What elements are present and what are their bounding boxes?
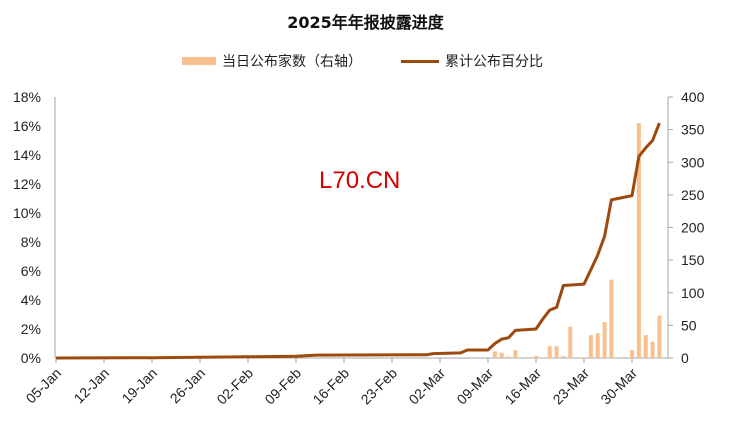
y-left-tick-label: 0% xyxy=(21,350,41,366)
y-right-tick-label: 150 xyxy=(681,252,705,268)
y-left-tick-label: 12% xyxy=(13,176,41,192)
x-tick-label: 26-Jan xyxy=(167,365,209,407)
bar xyxy=(636,123,641,358)
x-tick-label: 16-Mar xyxy=(501,365,544,408)
bar xyxy=(643,335,648,358)
y-left-tick-label: 16% xyxy=(13,118,41,134)
y-right-tick-label: 300 xyxy=(681,154,705,170)
cumulative-line xyxy=(55,122,661,360)
y-right-tick-label: 250 xyxy=(681,187,705,203)
axes xyxy=(54,96,673,363)
bar xyxy=(492,351,497,358)
x-tick-label: 16-Feb xyxy=(309,365,352,408)
bar xyxy=(650,341,655,358)
legend-label-bar: 当日公布家数（右轴） xyxy=(222,54,362,70)
bar xyxy=(554,346,559,358)
bar xyxy=(588,335,593,358)
y-right-tick-label: 350 xyxy=(681,122,705,138)
y-right-tick-label: 400 xyxy=(681,89,705,105)
x-tick-label: 23-Mar xyxy=(549,365,592,408)
x-tick-label: 09-Mar xyxy=(453,365,496,408)
x-tick-label: 09-Feb xyxy=(261,365,304,408)
y-right-tick-label: 0 xyxy=(681,350,689,366)
bar-swatch-icon xyxy=(182,57,216,65)
chart-title: 2025年年报披露进度 xyxy=(287,13,444,32)
bar xyxy=(609,279,614,358)
y-left-tick-label: 10% xyxy=(13,205,41,221)
x-tick-label: 30-Mar xyxy=(597,365,640,408)
bar xyxy=(499,352,504,358)
y-right-tick-label: 200 xyxy=(681,220,705,236)
line-series xyxy=(55,122,661,360)
x-tick-label: 23-Feb xyxy=(357,365,400,408)
y-left-tick-label: 18% xyxy=(13,89,41,105)
y-left-tick-label: 4% xyxy=(21,292,41,308)
y-right-tick-label: 100 xyxy=(681,285,705,301)
x-tick-label: 05-Jan xyxy=(23,365,65,407)
bar xyxy=(602,322,607,358)
bar xyxy=(506,356,511,358)
y-left-tick-label: 14% xyxy=(13,147,41,163)
chart-legend: 当日公布家数（右轴） 累计公布百分比 xyxy=(0,51,731,71)
bar xyxy=(595,333,600,358)
legend-item-cumulative: 累计公布百分比 xyxy=(401,51,543,71)
watermark: L70.CN xyxy=(319,167,401,194)
bar-series xyxy=(492,123,662,358)
y-left-tick-label: 6% xyxy=(21,263,41,279)
legend-item-daily-count: 当日公布家数（右轴） xyxy=(182,51,362,71)
y-left-tick-label: 8% xyxy=(21,234,41,250)
bar xyxy=(547,346,552,358)
y-left-tick-label: 2% xyxy=(21,321,41,337)
x-tick-label: 02-Mar xyxy=(405,365,448,408)
bar xyxy=(540,357,545,358)
bar xyxy=(513,350,518,358)
x-tick-label: 19-Jan xyxy=(119,365,161,407)
y-right-tick-label: 50 xyxy=(681,317,697,333)
x-tick-label: 02-Feb xyxy=(213,365,256,408)
bar xyxy=(568,326,573,358)
bar xyxy=(561,356,566,358)
bar xyxy=(657,315,662,358)
legend-label-line: 累计公布百分比 xyxy=(445,54,543,70)
bar xyxy=(534,356,538,358)
line-swatch-icon xyxy=(401,59,439,63)
x-tick-label: 12-Jan xyxy=(71,365,113,407)
bar xyxy=(582,357,586,358)
bar xyxy=(630,350,634,358)
